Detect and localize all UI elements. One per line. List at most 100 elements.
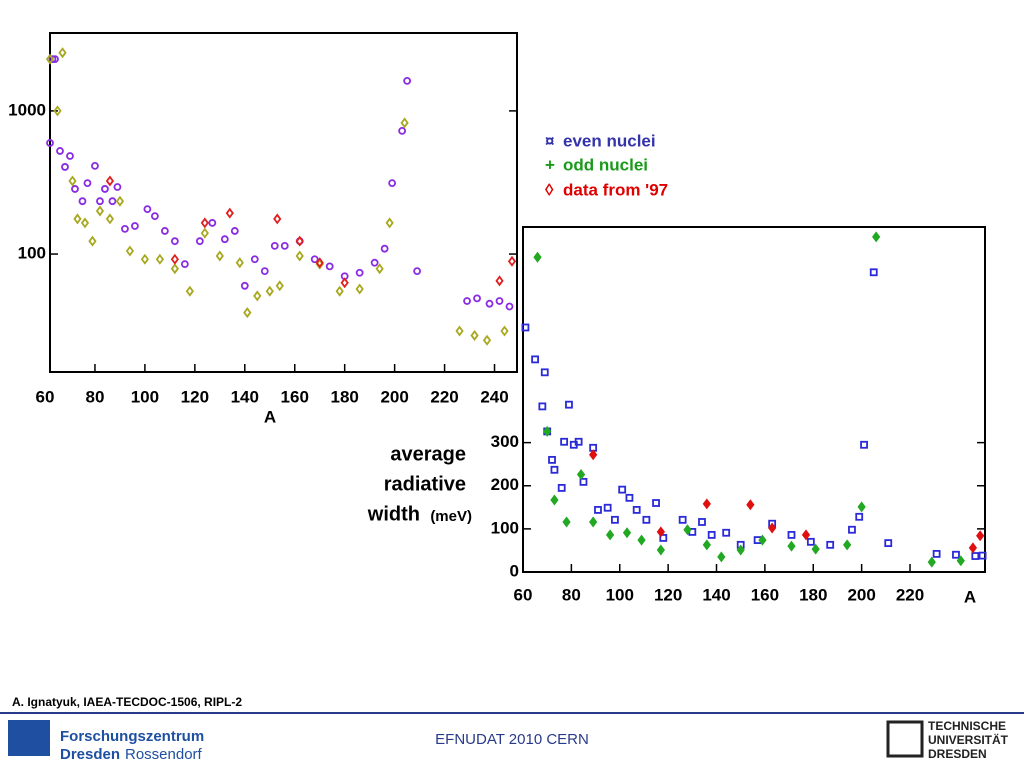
point (66, 152, 74, 160)
logo-left: Forschungszentrum Dresden Rossendorf (8, 720, 204, 763)
x-tick-label: 200 (380, 387, 408, 406)
logo-text: UNIVERSITÄT (928, 732, 1009, 747)
point (310, 255, 319, 264)
point (335, 285, 344, 297)
chart-1: 60 80 100 120 140 160 180 200 220 240 100 1000 A (8, 47, 517, 426)
point (557, 484, 566, 492)
point (622, 527, 632, 539)
legend-label: data from '97 (563, 180, 668, 199)
x-tick-label: 240 (480, 387, 508, 406)
point (83, 179, 92, 188)
point (121, 224, 129, 233)
point (500, 325, 509, 337)
point (160, 227, 169, 235)
x-tick-label: 100 (131, 387, 159, 406)
y-label-line: radiative (384, 473, 466, 495)
point (543, 425, 552, 437)
point (768, 522, 777, 534)
point (235, 257, 244, 269)
point (403, 76, 412, 85)
logo-mark (8, 720, 50, 756)
point (560, 437, 569, 446)
y-tick-label: 100 (491, 518, 519, 537)
point (88, 235, 97, 247)
logo-text: DRESDEN (928, 747, 987, 761)
legend-marker: ◊ (545, 180, 554, 199)
point (45, 53, 55, 65)
point (746, 499, 755, 511)
point (884, 539, 893, 548)
logo-text: Forschungszentrum (60, 728, 204, 745)
point (618, 485, 627, 494)
point (243, 307, 252, 319)
point (505, 302, 514, 311)
point (470, 329, 479, 341)
point (295, 250, 304, 262)
point (455, 325, 464, 337)
point (220, 235, 229, 244)
x-tick-label: 60 (514, 585, 533, 604)
x-tick-label: 80 (85, 387, 104, 406)
point (811, 543, 820, 555)
legend-label: odd nuclei (563, 155, 648, 174)
legend-marker: + (545, 155, 555, 174)
point (105, 213, 115, 225)
y-tick-label: 300 (491, 432, 519, 451)
y-tick-label: 0 (510, 561, 519, 580)
chart-2: 60 80 100 120 140 160 180 200 220 0 100 200 300 A (491, 231, 987, 606)
point (195, 237, 204, 246)
point (170, 253, 179, 265)
point (473, 294, 481, 303)
x-tick-label: 160 (281, 387, 309, 406)
citation: A. Ignatyuk, IAEA-TECDOC-1506, RIPL-2 (12, 695, 242, 709)
point (225, 207, 234, 219)
point (652, 499, 660, 507)
point (869, 268, 878, 277)
y-tick-label: 100 (18, 244, 46, 263)
point (95, 205, 105, 217)
y-label-unit: (meV) (430, 508, 472, 525)
point (58, 47, 67, 59)
point (637, 534, 646, 546)
point (656, 544, 665, 556)
point (702, 539, 711, 551)
point (550, 494, 559, 506)
x-tick-label: 60 (36, 387, 55, 406)
point (976, 530, 985, 542)
point (927, 556, 936, 568)
point (260, 267, 269, 276)
x-tick-label: 140 (702, 585, 730, 604)
point (355, 283, 364, 295)
point (325, 262, 334, 271)
plot-frame-1 (49, 32, 518, 373)
point (68, 175, 77, 187)
point (250, 255, 259, 264)
x-tick-label: 220 (896, 585, 924, 604)
point (295, 235, 304, 247)
legend-marker: ¤ (545, 131, 554, 150)
point (548, 455, 556, 464)
point (531, 355, 539, 364)
x-tick-label: 200 (847, 585, 875, 604)
point (722, 528, 731, 537)
point (848, 525, 856, 534)
plot-frame-2 (522, 226, 986, 573)
point (73, 213, 82, 225)
point (787, 540, 796, 552)
point (240, 281, 249, 290)
point (540, 368, 549, 377)
x-tick-label: 140 (231, 387, 259, 406)
point (140, 253, 150, 265)
point (53, 105, 62, 117)
point (315, 257, 324, 269)
x-tick-label: 80 (562, 585, 581, 604)
point (101, 185, 109, 193)
point (642, 515, 651, 524)
logo-text: TECHNISCHE (928, 719, 1006, 733)
point (413, 267, 422, 276)
point (215, 250, 224, 262)
point (155, 253, 165, 265)
x-tick-label: 160 (751, 585, 779, 604)
logo-mark (886, 720, 924, 758)
point (495, 275, 504, 287)
